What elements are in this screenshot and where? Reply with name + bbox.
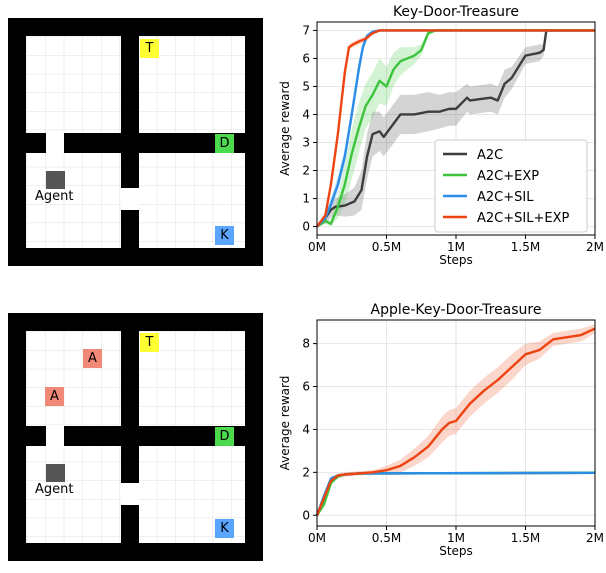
key-door-treasure-chart: 0M 0.5M 1M 1.5M 2M 0 1 2 3 4 5 6 7 Key-Door-Treasure S…: [278, 4, 604, 267]
x-tick-label: 0.5M: [372, 531, 401, 545]
apple-key-door-treasure-chart: 0M 0.5M 1M 1.5M 2M 0 2 4 6 8 Apple-Key-Door-Treasu…: [278, 302, 604, 558]
y-tick-label: 6: [302, 380, 310, 394]
legend-label-a2c-plus-sil: A2C+SIL: [477, 190, 534, 205]
top-gridworld: T D K Agent: [8, 18, 263, 266]
band-a2c-plus-exp: [317, 29, 595, 227]
legend-box: [434, 139, 588, 233]
y-tick-label: 1: [302, 192, 310, 206]
legend-label-a2c-plus-sil-plus-exp: A2C+SIL+EXP: [477, 211, 569, 226]
y-tick-label: 4: [302, 107, 310, 121]
key-label: K: [215, 226, 234, 245]
legend: A2C A2C+EXP A2C+SIL A2C+SIL+EXP: [434, 139, 588, 233]
y-tick-label: 8: [302, 337, 310, 351]
door-label: D: [215, 134, 234, 153]
x-tick-label: 0M: [308, 240, 326, 254]
series-line-a2c-plus-sil-plus-exp: [315, 327, 596, 516]
series-line-a2c-plus-sil-plus-exp: [316, 29, 595, 228]
x-tick-label: 2M: [586, 240, 604, 254]
y-tick-label: 4: [302, 422, 310, 436]
y-tick-label: 3: [302, 136, 310, 150]
legend-label-a2c-plus-exp: A2C+EXP: [477, 169, 539, 184]
chart-title: Apple-Key-Door-Treasure: [371, 302, 542, 318]
x-tick-label: 1.5M: [511, 531, 540, 545]
y-tick-label: 5: [302, 79, 310, 93]
x-tick-label: 1M: [447, 240, 465, 254]
top-gridworld-map: [8, 18, 263, 266]
x-tick-label: 0.5M: [372, 240, 401, 254]
treasure-label: T: [140, 333, 159, 352]
bottom-gridworld: T A A D K Agent: [8, 313, 263, 561]
x-axis-label: Steps: [439, 544, 473, 558]
x-tick-label: 0M: [308, 531, 326, 545]
y-tick-label: 2: [302, 465, 310, 479]
agent-label: Agent: [35, 189, 74, 204]
y-tick-label: 7: [302, 23, 310, 37]
y-tick-label: 0: [302, 508, 310, 522]
band-a2c: [317, 29, 595, 227]
agent-label: Agent: [35, 482, 74, 497]
y-axis-label: Average reward: [278, 376, 292, 471]
x-tick-label: 1M: [447, 531, 465, 545]
treasure-label: T: [140, 39, 159, 58]
y-tick-label: 0: [302, 220, 310, 234]
apple-label-2: A: [45, 387, 64, 406]
series-line-a2c: [316, 29, 595, 228]
x-tick-label: 2M: [586, 531, 604, 545]
series-line-a2c-plus-exp: [316, 29, 595, 228]
legend-label-a2c: A2C: [477, 148, 503, 163]
y-tick-label: 6: [302, 51, 310, 65]
y-tick-label: 2: [302, 164, 310, 178]
apple-label-1: A: [83, 349, 102, 368]
x-axis-label: Steps: [439, 253, 473, 267]
chart-title: Key-Door-Treasure: [393, 4, 519, 20]
x-tick-label: 1.5M: [511, 240, 540, 254]
key-label: K: [215, 519, 234, 538]
door-label: D: [215, 427, 234, 446]
y-axis-label: Average reward: [278, 81, 292, 176]
